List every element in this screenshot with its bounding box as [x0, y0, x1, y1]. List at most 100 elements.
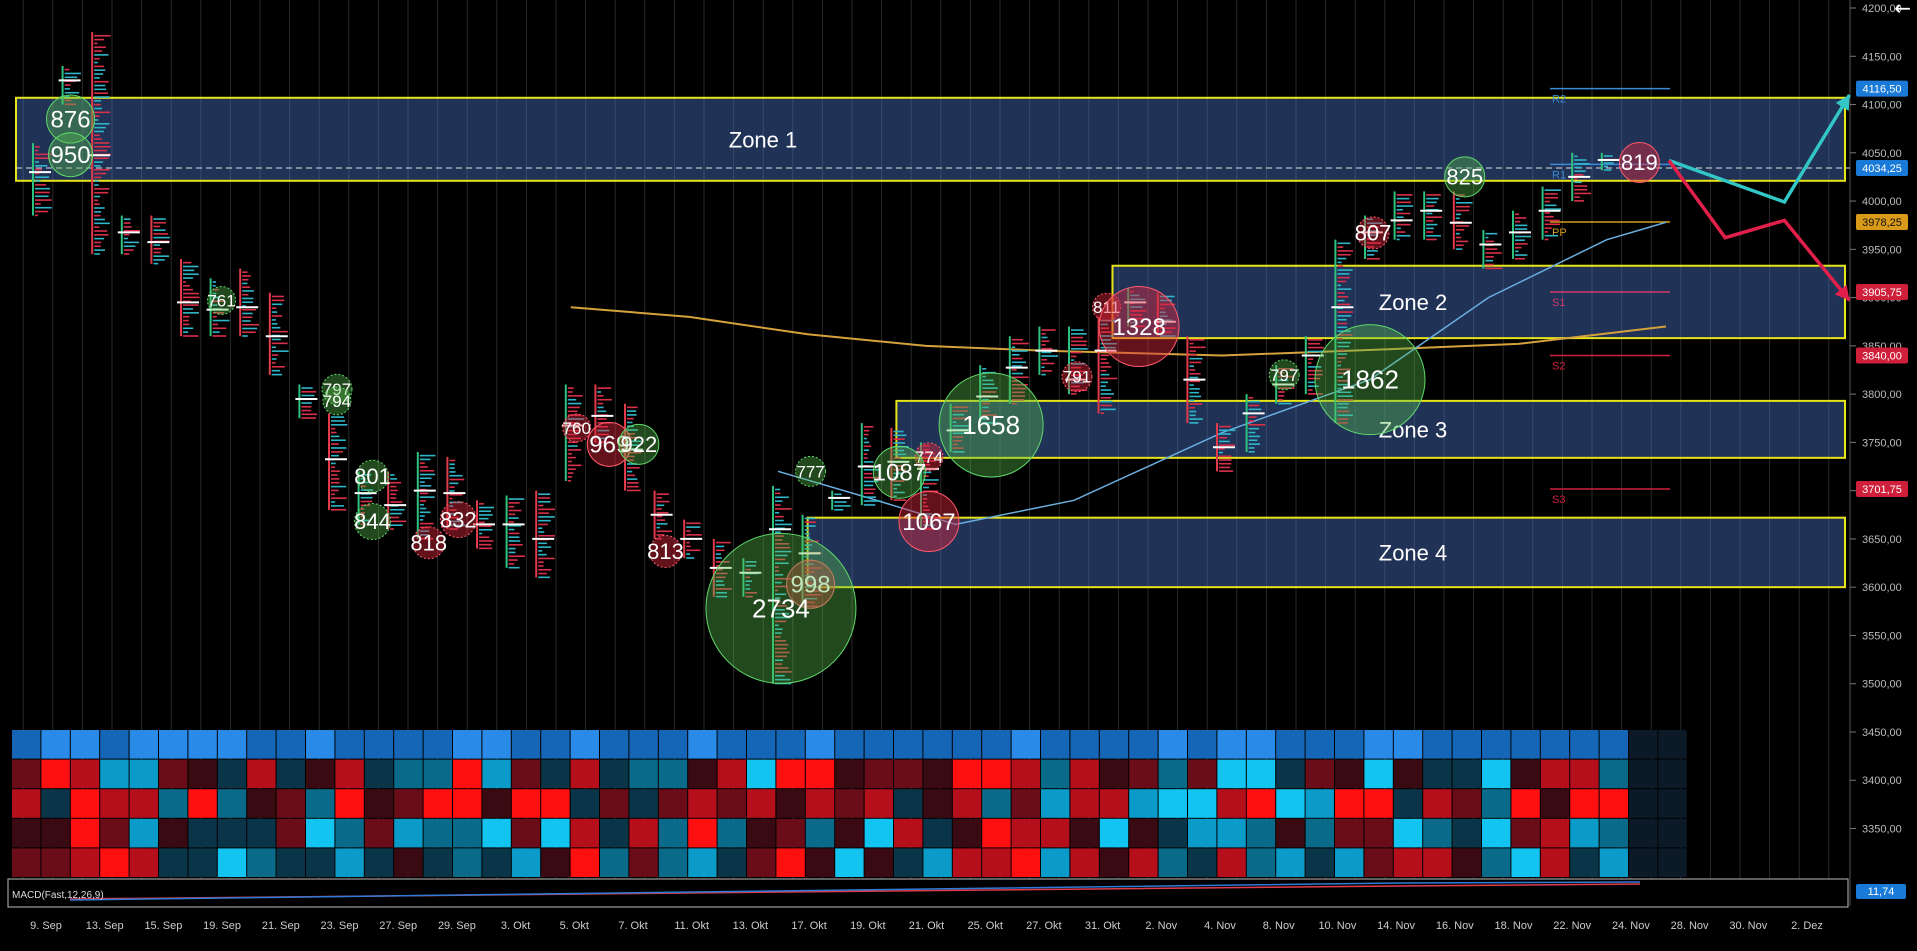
- footprint-bar: [94, 161, 104, 163]
- footprint-bar: [242, 290, 254, 292]
- footprint-bar: [1041, 373, 1046, 376]
- footprint-bar: [1396, 212, 1411, 215]
- footprint-bar: [538, 523, 548, 526]
- footprint-bar: [656, 537, 662, 540]
- footprint-bar: [242, 271, 248, 273]
- heatmap-cell: [1070, 730, 1099, 759]
- footprint-bar: [1307, 385, 1319, 387]
- heatmap-cell: [717, 818, 746, 848]
- footprint-bar: [567, 449, 582, 451]
- footprint-bar: [1100, 358, 1107, 360]
- heatmap-cell: [335, 730, 364, 759]
- footprint-bar: [804, 567, 822, 569]
- footprint-bar: [1544, 215, 1554, 218]
- footprint-bar: [1041, 336, 1048, 339]
- footprint-bar: [331, 435, 340, 438]
- footprint-bar: [893, 476, 899, 479]
- footprint-bar: [745, 588, 751, 590]
- heatmap-cell: [12, 789, 41, 818]
- footprint-bar: [449, 528, 458, 530]
- footprint-bar: [123, 218, 131, 221]
- footprint-bar: [715, 588, 732, 590]
- footprint-bar: [35, 210, 48, 213]
- x-tick-label: 16. Nov: [1436, 920, 1474, 932]
- footprint-bar: [331, 508, 347, 511]
- volume-bubble: [786, 559, 836, 609]
- footprint-bar: [952, 425, 969, 427]
- heatmap-cell: [511, 730, 541, 759]
- footprint-bar: [1337, 349, 1345, 352]
- footprint-bar: [1248, 420, 1254, 422]
- heatmap-cell: [541, 730, 570, 759]
- heatmap-cell: [394, 730, 423, 759]
- footprint-bar: [952, 406, 969, 409]
- footprint-bar: [804, 571, 815, 573]
- footprint-bar: [94, 226, 100, 228]
- footprint-bar: [745, 580, 753, 582]
- footprint-bar: [94, 38, 104, 41]
- footprint-bar: [1189, 380, 1201, 383]
- footprint-bar: [1307, 389, 1313, 391]
- volume-bubble: [48, 132, 94, 178]
- footprint-bar: [1071, 336, 1084, 339]
- footprint-bar: [1515, 246, 1522, 249]
- footprint-bar: [94, 199, 99, 202]
- footprint-bar: [390, 520, 407, 523]
- footprint-bar: [656, 526, 660, 529]
- lower-value-badge: 11,74: [1868, 886, 1895, 898]
- footprint-bar: [1337, 322, 1348, 325]
- footprint-bar: [1100, 346, 1116, 349]
- footprint-bar: [1337, 242, 1351, 245]
- heatmap-cell: [1246, 818, 1276, 848]
- footprint-bar: [508, 566, 520, 569]
- footprint-bar: [1426, 234, 1441, 237]
- heatmap-cell: [1158, 789, 1187, 818]
- footprint-bar: [271, 295, 284, 298]
- footprint-bar: [271, 373, 283, 376]
- footprint-bar: [923, 524, 936, 527]
- footprint-bar: [1544, 227, 1552, 229]
- lower-indicator-panel: MACD(Fast,12,26,9) 11,74: [7, 878, 1906, 908]
- heatmap-cell: [482, 730, 511, 759]
- heatmap-cell: [129, 818, 158, 848]
- heatmap-cell: [923, 730, 952, 759]
- footprint-bar: [1574, 196, 1580, 198]
- footprint-bar: [1367, 257, 1380, 260]
- back-arrow-icon[interactable]: ←: [1894, 0, 1911, 20]
- footprint-bar: [1100, 373, 1110, 376]
- footprint-bar: [35, 176, 50, 179]
- zone-label: Zone 4: [1379, 540, 1448, 565]
- footprint-bar: [271, 342, 288, 345]
- footprint-bar: [745, 591, 758, 594]
- footprint-bar: [94, 184, 99, 186]
- heatmap-cell: [1629, 818, 1658, 848]
- heatmap-cell: [747, 759, 776, 789]
- volume-bubble: [1098, 286, 1180, 368]
- footprint-bar: [1515, 243, 1528, 245]
- footprint-bar: [1278, 402, 1292, 405]
- heatmap-cell: [188, 848, 217, 877]
- footprint-bar: [863, 480, 879, 483]
- footprint-bar: [893, 465, 905, 467]
- footprint-bar: [94, 92, 109, 94]
- footprint-bar: [508, 532, 520, 535]
- footprint-bar: [183, 315, 190, 318]
- footprint-bar: [1544, 223, 1561, 226]
- heatmap-cell: [1423, 848, 1452, 877]
- x-tick-label: 2. Nov: [1145, 920, 1177, 932]
- footprint-bar: [508, 513, 516, 516]
- heatmap-cell: [1276, 730, 1305, 759]
- footprint-bar: [1337, 406, 1348, 409]
- footprint-bar: [35, 187, 51, 190]
- footprint-bar: [331, 478, 340, 480]
- footprint-bar: [1219, 433, 1231, 435]
- heatmap-cell: [306, 730, 335, 759]
- heatmap-cell: [423, 848, 452, 877]
- footprint-bar: [479, 536, 490, 539]
- x-tick-label: 15. Sep: [144, 920, 182, 932]
- footprint-bar: [242, 331, 256, 334]
- footprint-bar: [449, 505, 454, 507]
- heatmap-cell: [129, 759, 158, 789]
- x-tick-label: 14. Nov: [1377, 920, 1415, 932]
